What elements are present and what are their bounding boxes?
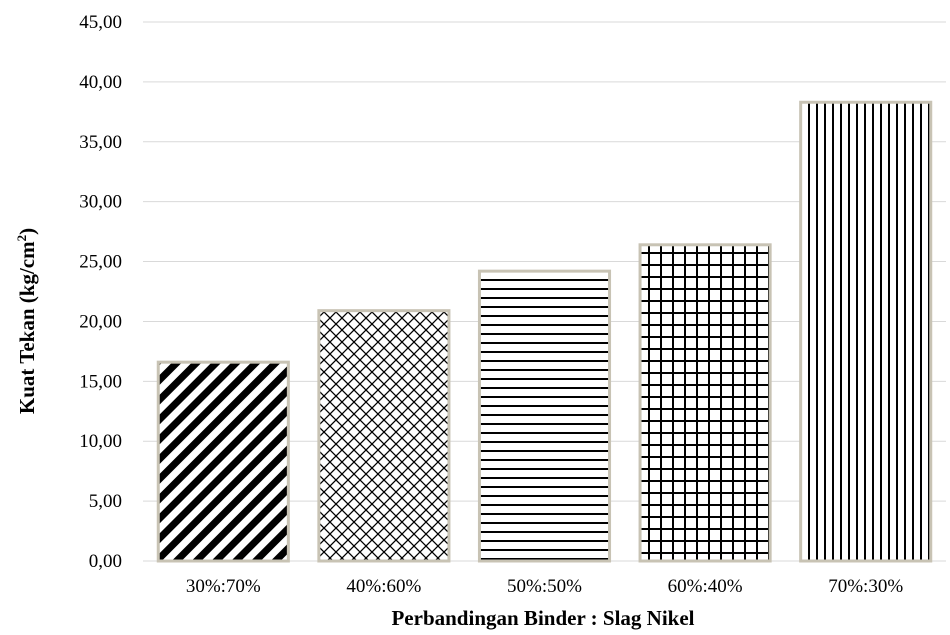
y-tick-label: 20,00 — [79, 311, 122, 332]
y-tick-label: 45,00 — [79, 12, 122, 33]
y-tick-label: 10,00 — [79, 431, 122, 452]
bar-30%:70% — [156, 360, 290, 563]
y-tick-label: 5,00 — [89, 491, 122, 512]
y-axis-title-superscript: 2 — [14, 235, 29, 242]
x-axis-title: Perbandingan Binder : Slag Nikel — [391, 606, 694, 630]
x-tick-label: 70%:30% — [828, 576, 903, 597]
y-tick-label: 15,00 — [79, 371, 122, 392]
y-axis-title: Kuat Tekan (kg/cm2) — [14, 228, 39, 414]
y-axis-title-close: ) — [15, 228, 39, 235]
y-tick-label: 25,00 — [79, 252, 122, 273]
x-tick-labels: 30%:70% 40%:60% 50%:50% 60%:40% 70%:30% — [186, 576, 904, 597]
bar-70%:30% — [799, 100, 933, 563]
x-tick-label: 60%:40% — [668, 576, 743, 597]
y-axis-title-main: Kuat Tekan (kg/cm — [15, 241, 39, 414]
bar-50%:50% — [477, 269, 612, 563]
y-tick-label: 0,00 — [89, 551, 122, 572]
bar-60%:40% — [638, 243, 772, 563]
y-tick-labels: 0,00 5,00 10,00 15,00 20,00 25,00 30,00 35,00 40… — [79, 12, 122, 572]
bars — [156, 100, 933, 563]
x-tick-label: 50%:50% — [507, 576, 582, 597]
y-tick-label: 30,00 — [79, 192, 122, 213]
y-tick-label: 40,00 — [79, 72, 122, 93]
x-tick-label: 40%:60% — [346, 576, 421, 597]
x-tick-label: 30%:70% — [186, 576, 261, 597]
bar-40%:60% — [317, 309, 451, 563]
y-tick-label: 35,00 — [79, 132, 122, 153]
